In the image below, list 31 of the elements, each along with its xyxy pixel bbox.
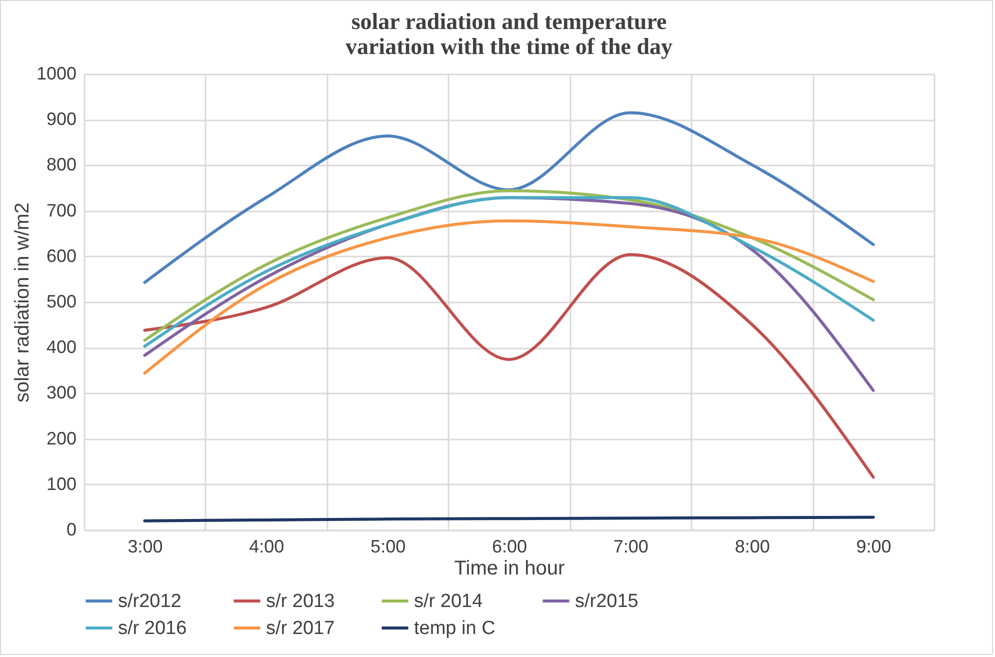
y-tick-label: 600 (46, 246, 76, 266)
y-tick-label: 0 (66, 520, 76, 540)
x-tick-label: 7:00 (613, 536, 648, 556)
y-tick-label: 800 (46, 154, 76, 175)
y-tick-label: 500 (46, 292, 76, 312)
y-tick-label: 400 (46, 337, 76, 358)
x-tick-label: 8:00 (734, 536, 770, 556)
y-tick-label: 900 (46, 109, 76, 130)
x-axis-title: Time in hour (454, 558, 566, 580)
x-tick-label: 6:00 (492, 536, 528, 556)
line-series (143, 219, 875, 375)
y-tick-label: 1000 (36, 64, 76, 84)
y-axis-title: solar radiation in w/m2 (11, 202, 34, 403)
x-tick-label: 5:00 (370, 536, 406, 556)
legend-label: s/r 2016 (118, 618, 187, 639)
legend-label: s/r 2014 (414, 591, 484, 612)
chart-title: solar radiation and temperature variation with the time of the day (345, 9, 674, 59)
legend-label: s/r2012 (118, 591, 182, 612)
x-tick-label: 9:00 (856, 536, 892, 556)
legend-label: s/r2015 (575, 591, 638, 612)
y-tick-label: 200 (46, 428, 76, 448)
legend-label: temp in C (414, 618, 496, 639)
x-tick-label: 4:00 (249, 536, 284, 556)
legend-label: s/r 2017 (266, 618, 335, 639)
y-tick-label: 100 (46, 474, 76, 494)
line-series (143, 111, 875, 284)
y-tick-label: 700 (46, 200, 76, 220)
legend-label: s/r 2013 (266, 591, 335, 612)
x-tick-label: 3:00 (128, 536, 163, 556)
line-series (143, 253, 875, 479)
y-tick-label: 300 (46, 382, 76, 403)
